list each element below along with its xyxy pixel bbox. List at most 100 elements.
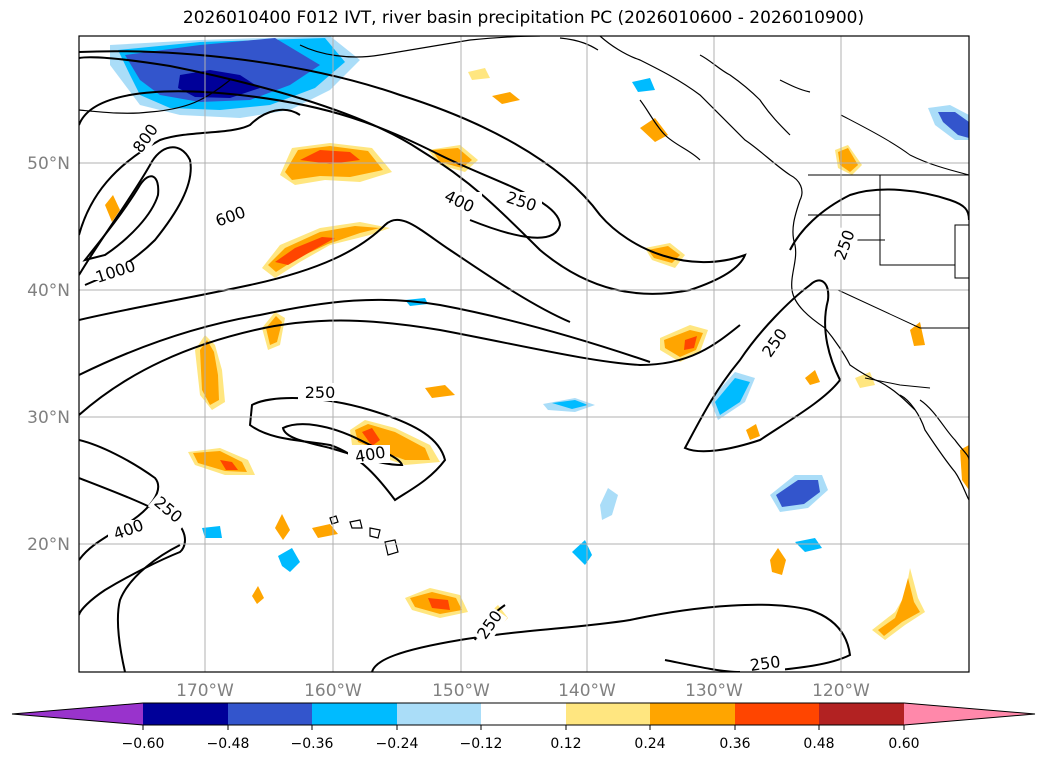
border-us-mexico bbox=[864, 377, 931, 389]
colorbar-segment bbox=[228, 703, 312, 725]
positive-pc-shading bbox=[105, 68, 969, 640]
contour-line bbox=[683, 279, 842, 453]
colorbar-tick-label: −0.24 bbox=[376, 736, 419, 752]
contour-line bbox=[79, 477, 186, 616]
gridlines bbox=[79, 36, 969, 672]
pos-patch-23 bbox=[105, 195, 120, 222]
colorbar-tick-label: 0.36 bbox=[719, 736, 750, 752]
pos-patch-4c bbox=[220, 460, 238, 470]
pos-patch-2b bbox=[268, 226, 380, 272]
colorbar-tick-label: −0.48 bbox=[207, 736, 250, 752]
colorbar-ticks bbox=[142, 725, 905, 730]
pos-patch-7b bbox=[664, 330, 703, 357]
coastline-alaska-south bbox=[299, 36, 541, 58]
island bbox=[349, 519, 363, 529]
negative-pc-shading bbox=[110, 36, 969, 572]
lat-label: 30°N bbox=[27, 408, 70, 428]
contour-label: 250 bbox=[504, 188, 539, 216]
neg-patch-s2 bbox=[278, 548, 300, 572]
pos-patch-3c bbox=[362, 428, 380, 446]
lat-labels: 50°N 40°N 30°N 20°N bbox=[27, 154, 70, 555]
lat-label: 50°N bbox=[27, 154, 70, 174]
pos-patch-11 bbox=[640, 118, 668, 142]
contour-line bbox=[371, 603, 852, 672]
contour-line bbox=[79, 50, 747, 295]
pos-patch-6c bbox=[428, 598, 450, 610]
island bbox=[384, 539, 399, 556]
lon-label: 160°W bbox=[304, 681, 362, 701]
colorbar-segment bbox=[312, 703, 397, 725]
lon-label: 140°W bbox=[558, 681, 616, 701]
pos-patch-13 bbox=[872, 568, 925, 640]
border-state-3 bbox=[837, 289, 969, 329]
colorbar: −0.60 −0.48 −0.36 −0.24 −0.12 0.12 0.24 … bbox=[11, 702, 1036, 752]
colorbar-tick-label: −0.60 bbox=[122, 736, 165, 752]
coastline-bc-2 bbox=[699, 54, 791, 136]
colorbar-segment bbox=[735, 703, 819, 725]
pos-patch-12b bbox=[838, 148, 858, 172]
contour-label: 400 bbox=[442, 186, 478, 216]
contour-line bbox=[116, 544, 181, 672]
colorbar-tick-label: 0.48 bbox=[803, 736, 834, 752]
colorbar-tick-label: −0.36 bbox=[291, 736, 334, 752]
neg-patch-s3 bbox=[202, 526, 222, 538]
lat-label: 20°N bbox=[27, 535, 70, 555]
colorbar-tick-label: 0.12 bbox=[550, 736, 581, 752]
contour-line bbox=[789, 188, 969, 251]
colorbar-segment bbox=[143, 703, 228, 725]
pos-patch-26 bbox=[855, 372, 875, 388]
contour-label: 800 bbox=[129, 120, 162, 156]
neg-patch-s4 bbox=[795, 538, 822, 552]
contour-line bbox=[281, 423, 404, 467]
island bbox=[369, 527, 381, 539]
pos-patch-2c bbox=[275, 237, 335, 265]
contour-line bbox=[79, 218, 571, 323]
lon-label: 130°W bbox=[685, 681, 743, 701]
lon-labels: 170°W 160°W 150°W 140°W 130°W 120°W bbox=[176, 681, 870, 701]
map-content bbox=[79, 36, 969, 672]
contour-label: 250 bbox=[305, 383, 336, 402]
coastline-alaska-pen bbox=[79, 79, 231, 114]
contour-line bbox=[79, 108, 301, 236]
contour-line bbox=[79, 298, 651, 376]
pos-patch-10b bbox=[266, 316, 282, 345]
contour-line bbox=[82, 175, 160, 262]
lon-label: 150°W bbox=[432, 681, 490, 701]
colorbar-tick-label: −0.12 bbox=[460, 736, 503, 752]
pos-patch-22 bbox=[252, 586, 264, 604]
contour-label: 600 bbox=[213, 202, 248, 230]
contour-label: 400 bbox=[111, 515, 146, 543]
contour-line bbox=[664, 659, 741, 672]
pos-patch-27 bbox=[746, 424, 760, 440]
pos-patch-17 bbox=[468, 68, 490, 80]
coastlines bbox=[79, 36, 969, 501]
hawaii-islands bbox=[329, 515, 399, 556]
neg-patch-s5 bbox=[600, 488, 618, 520]
map-frame bbox=[78, 35, 970, 673]
lat-label: 40°N bbox=[27, 281, 70, 301]
contour-line bbox=[248, 397, 447, 502]
coastline-islands bbox=[559, 37, 599, 51]
contour-line bbox=[79, 146, 192, 286]
pos-patch-13b bbox=[878, 578, 920, 636]
neg-patch-s7 bbox=[632, 78, 655, 92]
contour-label: 250 bbox=[749, 652, 782, 675]
contour-line bbox=[79, 319, 741, 416]
contour-line bbox=[79, 90, 562, 239]
pos-patch-20 bbox=[960, 445, 969, 490]
neg-patch-mid-b bbox=[552, 400, 588, 409]
pos-patch-2 bbox=[262, 222, 390, 278]
border-alaska-canada bbox=[840, 36, 969, 176]
pos-patch-21 bbox=[910, 322, 925, 346]
neg-patch-east2b bbox=[776, 480, 820, 507]
coastline-bc-islands bbox=[639, 99, 701, 161]
map-title: 2026010400 F012 IVT, river basin precipi… bbox=[182, 8, 865, 28]
colorbar-segment bbox=[566, 703, 650, 725]
contour-label: 1000 bbox=[93, 256, 138, 287]
border-state-5 bbox=[954, 224, 969, 279]
contour-label: 250 bbox=[830, 227, 858, 262]
colorbar-segment bbox=[397, 703, 481, 725]
lon-label: 120°W bbox=[812, 681, 870, 701]
lon-label: 170°W bbox=[176, 681, 234, 701]
